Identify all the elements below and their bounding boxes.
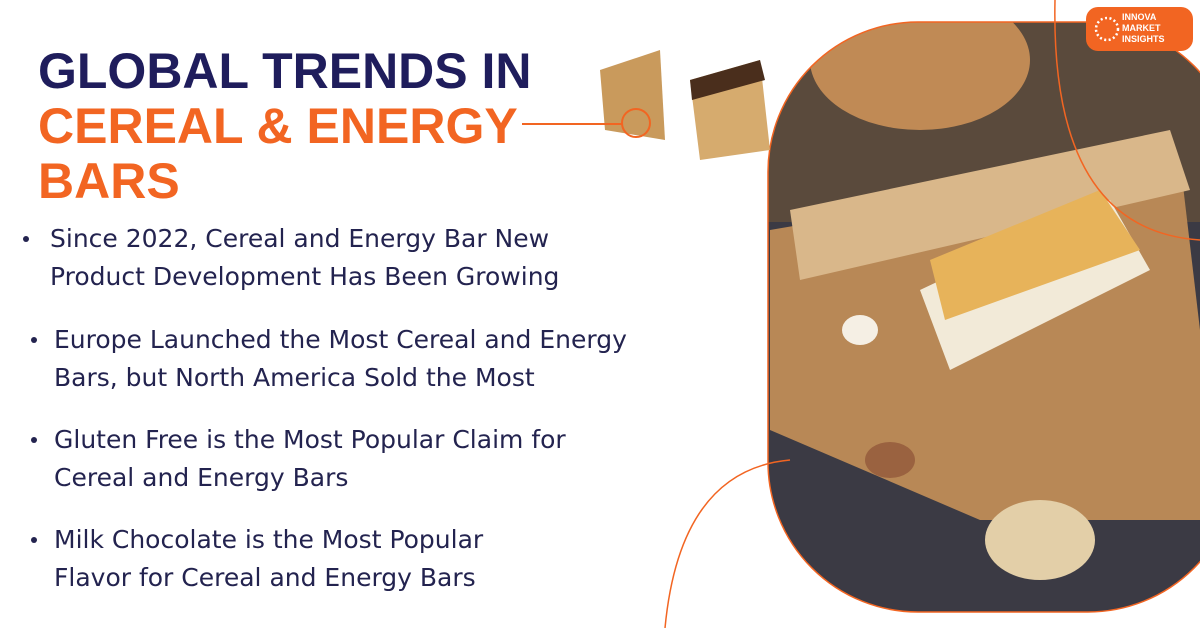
bullet-text: Product Development Has Been Growing: [50, 262, 559, 291]
bullet-text: Flavor for Cereal and Energy Bars: [54, 563, 476, 592]
connector-circle: [621, 108, 651, 138]
bullet-dot: [23, 236, 29, 242]
logo-text: MARKET: [1122, 23, 1161, 33]
bullet-text: Since 2022, Cereal and Energy Bar New: [50, 224, 549, 253]
bullet-text: Gluten Free is the Most Popular Claim fo…: [54, 425, 566, 454]
bullet-dot: [31, 337, 37, 343]
bullet-text: Europe Launched the Most Cereal and Ener…: [54, 325, 627, 354]
bullet-text: Milk Chocolate is the Most Popular: [54, 525, 484, 554]
logo-badge: [1086, 7, 1193, 51]
bar-image: [600, 50, 770, 160]
bullet-dot: [31, 537, 37, 543]
bullet-text: Cereal and Energy Bars: [54, 463, 348, 492]
logo-text: INSIGHTS: [1122, 34, 1165, 44]
logo-text: INNOVA: [1122, 12, 1157, 22]
decor-arc: [1054, 0, 1200, 241]
title-line: BARS: [38, 153, 180, 209]
title-line: CEREAL & ENERGY: [38, 98, 518, 154]
bullet-text: Bars, but North America Sold the Most: [54, 363, 535, 392]
decor-arc: [664, 459, 791, 628]
bullet-dot: [31, 437, 37, 443]
title-line: GLOBAL TRENDS IN: [38, 43, 532, 99]
logo-icon: [1094, 16, 1120, 42]
photo: [768, 22, 1200, 612]
